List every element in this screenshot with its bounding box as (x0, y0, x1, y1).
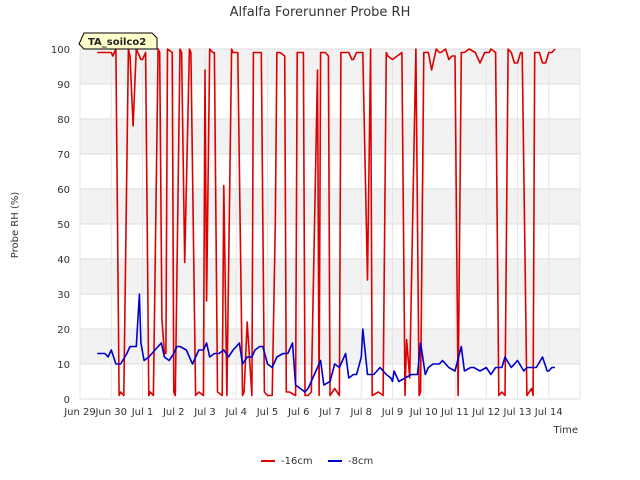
y-tick-label: 10 (57, 360, 70, 371)
legend-label-16cm: -16cm (281, 456, 313, 467)
x-tick-label: Jun 29 (63, 407, 96, 418)
annotation-box: TA_soilco2 (78, 32, 158, 50)
x-axis-ticks: Jun 29 Jun 30 Jul 1 Jul 2 Jul 3 Jul 4 Jul 5 Jul… (63, 407, 563, 418)
legend-label-8cm: -8cm (348, 456, 373, 467)
x-tick-label: Jul 10 (409, 407, 438, 418)
y-tick-label: 40 (57, 255, 70, 266)
y-tick-label: 30 (57, 290, 70, 301)
x-tick-label: Jun 30 (94, 407, 127, 418)
x-tick-label: Jul 12 (471, 407, 500, 418)
x-tick-label: Jul 2 (162, 407, 185, 418)
y-tick-label: 20 (57, 325, 70, 336)
series-lines (97, 48, 556, 397)
x-tick-label: Jul 8 (349, 407, 372, 418)
y-tick-label: 0 (64, 395, 70, 406)
x-axis-label: Time (553, 425, 578, 436)
x-tick-label: Jul 11 (440, 407, 469, 418)
y-tick-label: 90 (57, 80, 70, 91)
y-tick-label: 50 (57, 220, 70, 231)
legend-item-8cm[interactable]: -8cm (328, 456, 373, 467)
x-tick-label: Jul 14 (534, 407, 563, 418)
series-line-16cmcm (97, 48, 556, 397)
x-tick-label: Jul 4 (224, 407, 247, 418)
x-tick-label: Jul 5 (256, 407, 279, 418)
annotation-background (78, 32, 158, 50)
x-tick-label: Jul 6 (287, 407, 310, 418)
x-tick-label: Jul 13 (503, 407, 532, 418)
y-axis-ticks: 0 10 20 30 40 50 60 70 80 90 100 (51, 45, 70, 406)
legend[interactable]: -16cm -8cm (261, 456, 373, 467)
y-tick-label: 70 (57, 150, 70, 161)
chart-title: Alfalfa Forerunner Probe RH (230, 5, 411, 20)
y-tick-label: 80 (57, 115, 70, 126)
series-line-8cmcm (97, 293, 555, 393)
y-tick-label: 100 (51, 45, 70, 56)
x-tick-label: Jul 1 (131, 407, 154, 418)
y-tick-label: 60 (57, 185, 70, 196)
annotation-label: TA_soilco2 (88, 37, 146, 48)
x-tick-label: Jul 9 (381, 407, 404, 418)
x-tick-label: Jul 3 (193, 407, 216, 418)
x-tick-label: Jul 7 (318, 407, 341, 418)
y-axis-label: Probe RH (%) (10, 192, 21, 259)
legend-item-16cm[interactable]: -16cm (261, 456, 313, 467)
